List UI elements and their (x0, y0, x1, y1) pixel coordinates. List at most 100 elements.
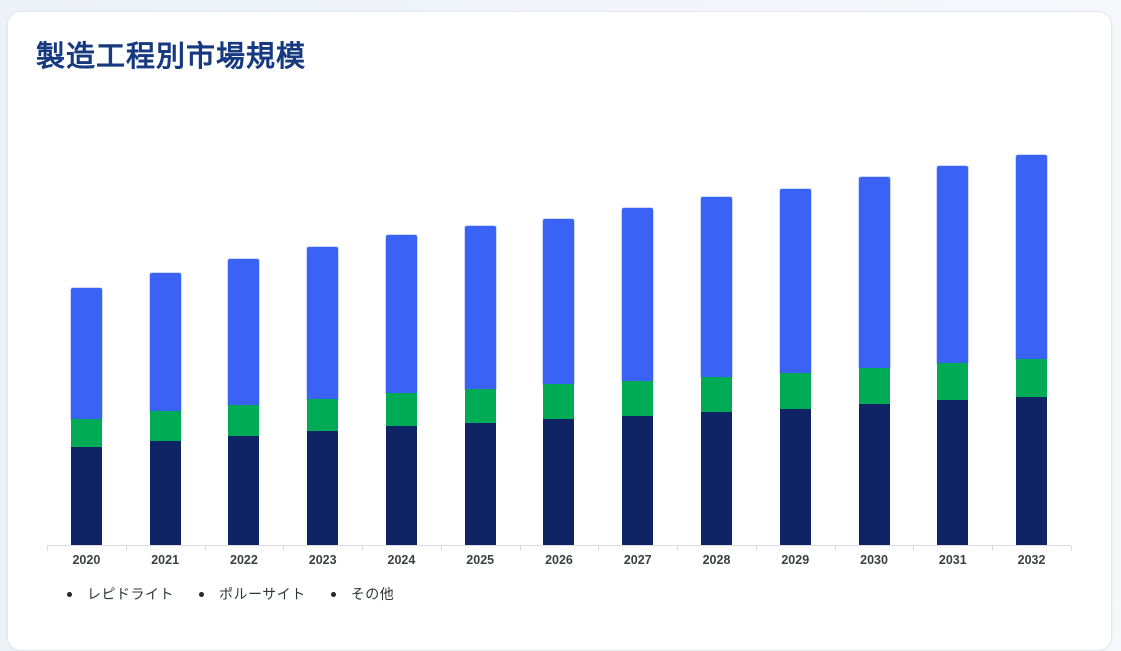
bar-segment-ポルーサイト-2028[interactable] (701, 377, 732, 412)
x-axis-label-2027: 2027 (623, 553, 652, 567)
bar-group-2030 (835, 145, 914, 545)
bar-segment-レピドライト-2022[interactable] (228, 436, 260, 545)
bar-segment-ポルーサイト-2030[interactable] (858, 368, 890, 404)
legend-bullet-icon (199, 591, 204, 597)
bar-group-2028 (677, 145, 756, 545)
bar-segment-ポルーサイト-2020[interactable] (70, 419, 102, 447)
legend-bullet-icon (330, 591, 336, 597)
x-axis-tick (598, 546, 600, 551)
x-axis-tick (1071, 546, 1072, 551)
bar-segment-レピドライト-2021[interactable] (149, 441, 181, 545)
stacked-bar-2023[interactable] (307, 247, 339, 545)
legend-item-ポルーサイト: ポルーサイト (199, 584, 306, 604)
stacked-bar-2021[interactable] (149, 273, 181, 545)
bar-segment-ポルーサイト-2024[interactable] (385, 393, 417, 426)
bar-segment-その他-2023[interactable] (307, 247, 339, 399)
stacked-bar-2030[interactable] (858, 177, 890, 545)
bar-group-2024 (362, 145, 441, 545)
bar-group-2031 (913, 145, 992, 545)
bar-segment-レピドライト-2020[interactable] (70, 447, 102, 545)
x-axis-tick (677, 546, 679, 551)
x-axis-tick (283, 546, 285, 551)
bar-group-2026 (520, 145, 599, 545)
stacked-bar-2025[interactable] (464, 226, 496, 545)
x-axis-tick (913, 546, 915, 551)
bar-segment-レピドライト-2028[interactable] (701, 412, 732, 545)
bar-segment-ポルーサイト-2029[interactable] (779, 373, 811, 409)
bar-group-2025 (441, 145, 520, 545)
bar-segment-その他-2024[interactable] (385, 235, 417, 393)
bar-segment-その他-2029[interactable] (779, 189, 811, 373)
bar-group-2021 (126, 145, 205, 545)
x-axis-tick (992, 546, 994, 551)
x-axis-labels: 2020 2021 2022 2023 2024 2025 2026 2027 2028 2029… (47, 553, 1071, 567)
bar-segment-ポルーサイト-2027[interactable] (622, 381, 654, 416)
x-axis-label-2024: 2024 (387, 553, 416, 567)
bar-group-2027 (598, 145, 677, 545)
stacked-bar-2026[interactable] (543, 219, 575, 545)
bar-segment-その他-2031[interactable] (937, 166, 969, 363)
stacked-bar-2032[interactable] (1016, 155, 1048, 545)
bar-segment-レピドライト-2023[interactable] (307, 431, 339, 545)
bar-group-2020 (47, 145, 126, 545)
bar-segment-その他-2030[interactable] (858, 177, 890, 368)
x-axis-tick (755, 546, 757, 551)
bar-segment-ポルーサイト-2025[interactable] (464, 389, 496, 423)
stacked-bar-2020[interactable] (70, 288, 102, 545)
bar-segment-ポルーサイト-2026[interactable] (543, 384, 575, 419)
bar-segment-レピドライト-2027[interactable] (622, 416, 654, 545)
x-axis-label-2031: 2031 (938, 553, 967, 567)
x-axis-tick (47, 546, 48, 551)
x-axis-tick (440, 546, 442, 551)
chart-legend: レピドライト ポルーサイト その他 (67, 584, 394, 604)
bar-segment-その他-2028[interactable] (701, 197, 732, 377)
bar-segment-ポルーサイト-2022[interactable] (228, 405, 260, 436)
legend-item-その他: その他 (330, 584, 395, 604)
stacked-bar-2029[interactable] (779, 189, 811, 545)
bar-group-2029 (756, 145, 835, 545)
stacked-bar-2022[interactable] (228, 259, 260, 545)
bar-segment-レピドライト-2030[interactable] (858, 404, 890, 545)
x-axis-label-2023: 2023 (308, 553, 337, 567)
bar-segment-その他-2026[interactable] (543, 219, 575, 384)
x-axis-tick (204, 546, 206, 551)
x-axis-ticks (47, 546, 1072, 552)
bar-segment-その他-2032[interactable] (1016, 155, 1048, 359)
stacked-bar-plot-area (47, 145, 1071, 546)
bar-segment-レピドライト-2025[interactable] (464, 423, 496, 545)
x-axis-tick (519, 546, 521, 551)
chart-title: 製造工程別市場規模 (36, 41, 307, 73)
bar-segment-レピドライト-2032[interactable] (1016, 397, 1048, 545)
stacked-bar-2031[interactable] (937, 166, 969, 545)
x-axis-tick (834, 546, 836, 551)
x-axis-label-2032: 2032 (1017, 553, 1046, 567)
stacked-bar-2027[interactable] (622, 208, 654, 545)
bar-segment-ポルーサイト-2021[interactable] (149, 411, 181, 441)
bar-segment-その他-2022[interactable] (228, 259, 260, 405)
x-axis-label-2028: 2028 (702, 553, 731, 567)
bar-segment-レピドライト-2029[interactable] (779, 409, 811, 545)
stacked-bar-2024[interactable] (385, 235, 417, 545)
bar-segment-ポルーサイト-2031[interactable] (937, 363, 969, 400)
stacked-bar-2028[interactable] (701, 197, 732, 545)
bar-segment-レピドライト-2031[interactable] (937, 400, 969, 545)
x-axis-label-2029: 2029 (781, 553, 810, 567)
bar-segment-レピドライト-2026[interactable] (543, 419, 575, 545)
bar-segment-その他-2027[interactable] (622, 208, 654, 381)
legend-label: レピドライト (87, 586, 174, 602)
x-axis-label-2022: 2022 (230, 553, 258, 567)
chart-card: 製造工程別市場規模 2020 2021 2022 2023 2024 2025 2026 20… (7, 11, 1112, 651)
x-axis-tick (362, 546, 364, 551)
bar-segment-ポルーサイト-2032[interactable] (1016, 359, 1048, 397)
x-axis-label-2025: 2025 (466, 553, 495, 567)
bar-segment-レピドライト-2024[interactable] (385, 426, 417, 545)
bar-segment-ポルーサイト-2023[interactable] (307, 399, 339, 431)
x-axis-tick (125, 546, 127, 551)
legend-item-レピドライト: レピドライト (67, 584, 174, 604)
x-axis-label-2030: 2030 (860, 553, 888, 567)
legend-label: ポルーサイト (219, 586, 306, 602)
bar-segment-その他-2020[interactable] (70, 288, 102, 419)
bar-segment-その他-2025[interactable] (464, 226, 496, 389)
legend-label: その他 (350, 586, 395, 602)
bar-segment-その他-2021[interactable] (149, 273, 181, 411)
